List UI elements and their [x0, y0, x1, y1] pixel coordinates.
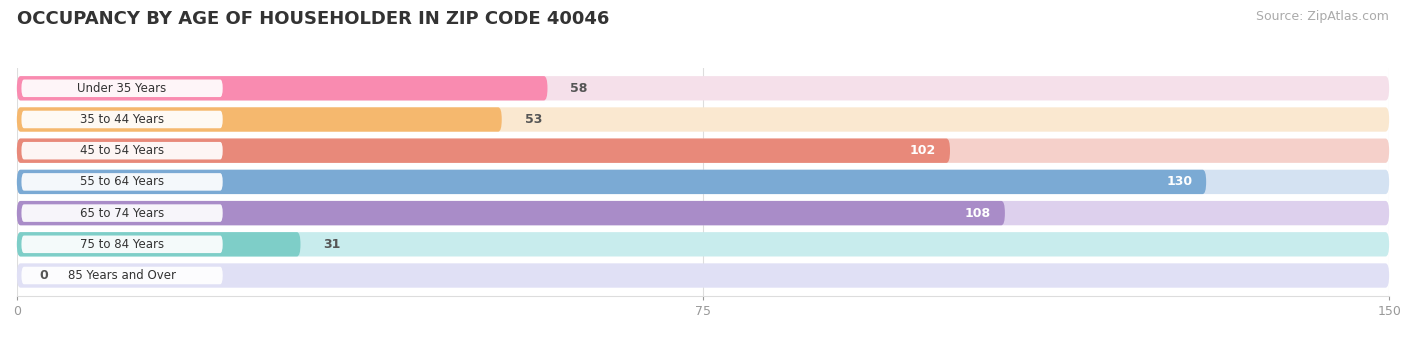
Text: 31: 31	[323, 238, 340, 251]
Text: 58: 58	[571, 82, 588, 95]
Text: Under 35 Years: Under 35 Years	[77, 82, 167, 95]
Text: 53: 53	[524, 113, 541, 126]
Text: 35 to 44 Years: 35 to 44 Years	[80, 113, 165, 126]
FancyBboxPatch shape	[17, 107, 502, 132]
FancyBboxPatch shape	[17, 138, 950, 163]
FancyBboxPatch shape	[21, 80, 222, 97]
FancyBboxPatch shape	[21, 236, 222, 253]
FancyBboxPatch shape	[17, 232, 1389, 256]
FancyBboxPatch shape	[17, 138, 1389, 163]
FancyBboxPatch shape	[17, 264, 1389, 288]
Text: OCCUPANCY BY AGE OF HOUSEHOLDER IN ZIP CODE 40046: OCCUPANCY BY AGE OF HOUSEHOLDER IN ZIP C…	[17, 10, 609, 28]
Text: 65 to 74 Years: 65 to 74 Years	[80, 207, 165, 220]
FancyBboxPatch shape	[17, 170, 1206, 194]
Text: 75 to 84 Years: 75 to 84 Years	[80, 238, 165, 251]
FancyBboxPatch shape	[17, 232, 301, 256]
FancyBboxPatch shape	[17, 76, 547, 100]
FancyBboxPatch shape	[17, 201, 1005, 225]
Text: 55 to 64 Years: 55 to 64 Years	[80, 175, 165, 188]
FancyBboxPatch shape	[17, 201, 1389, 225]
Text: 85 Years and Over: 85 Years and Over	[67, 269, 176, 282]
FancyBboxPatch shape	[17, 107, 1389, 132]
FancyBboxPatch shape	[21, 142, 222, 159]
Text: 130: 130	[1167, 175, 1192, 188]
FancyBboxPatch shape	[21, 173, 222, 191]
Text: Source: ZipAtlas.com: Source: ZipAtlas.com	[1256, 10, 1389, 23]
FancyBboxPatch shape	[17, 76, 1389, 100]
FancyBboxPatch shape	[21, 267, 222, 284]
Text: 108: 108	[965, 207, 991, 220]
Text: 0: 0	[39, 269, 48, 282]
Text: 102: 102	[910, 144, 936, 157]
FancyBboxPatch shape	[21, 111, 222, 128]
FancyBboxPatch shape	[17, 170, 1389, 194]
Text: 45 to 54 Years: 45 to 54 Years	[80, 144, 165, 157]
FancyBboxPatch shape	[21, 204, 222, 222]
